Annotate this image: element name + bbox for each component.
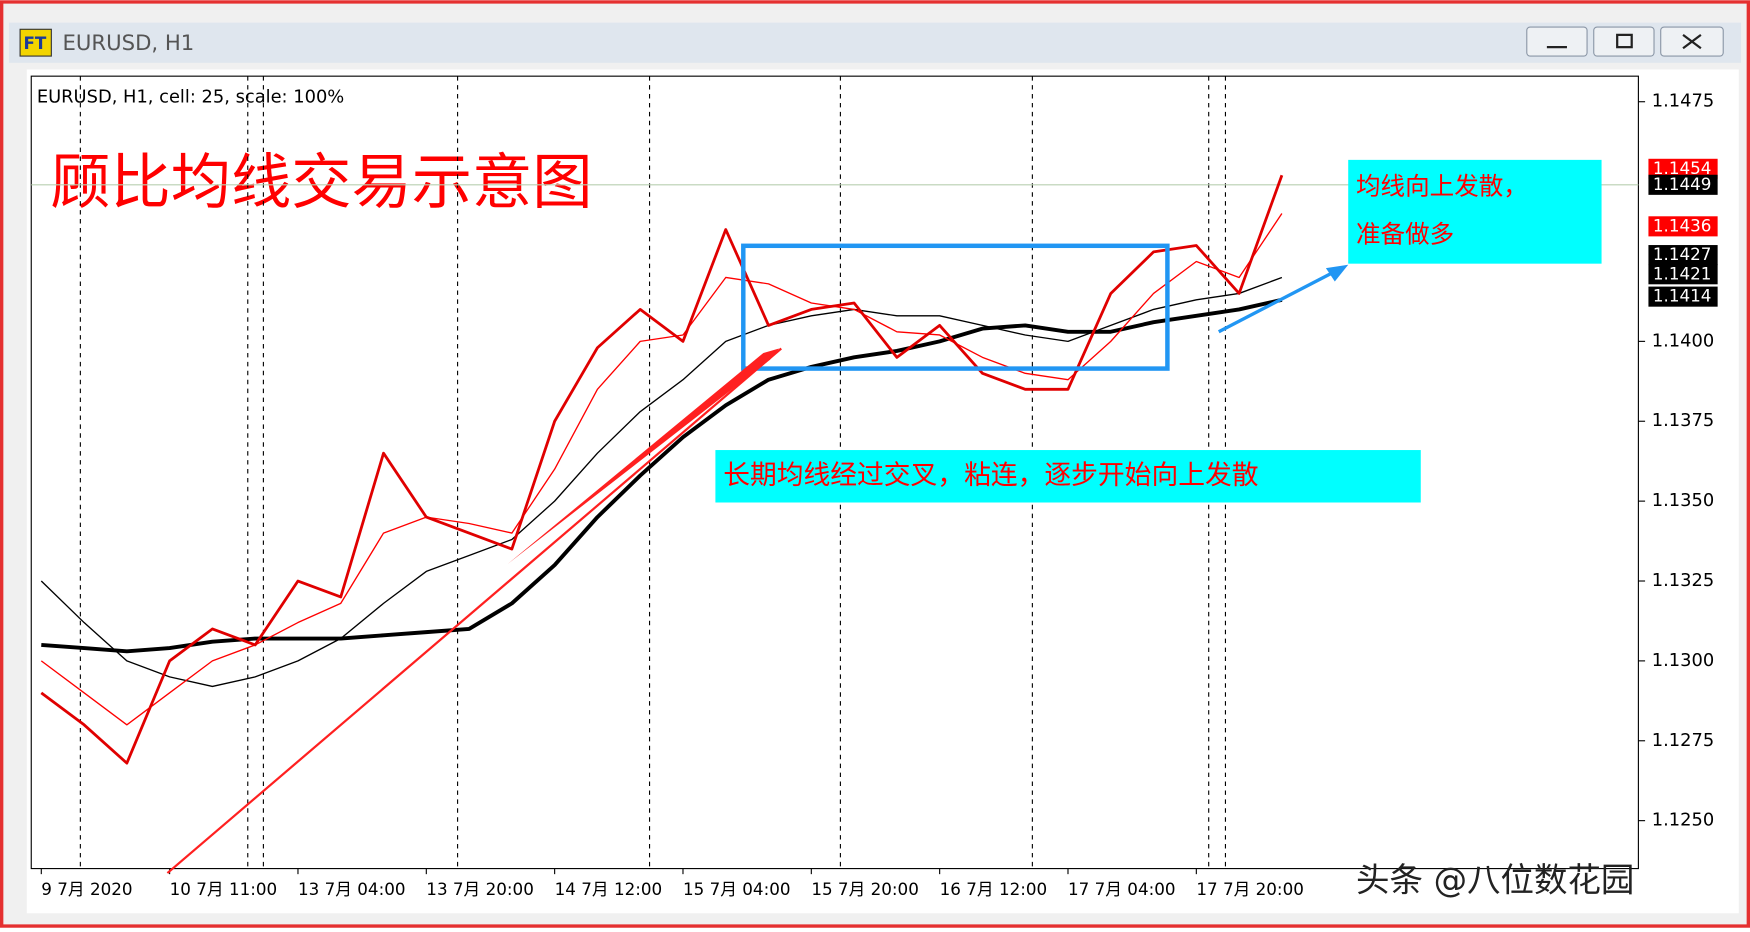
series-line [40,174,1284,765]
trend-line [166,347,782,874]
plot-border [30,75,1639,870]
title-bar [8,22,1742,63]
x-tick-label: 17 7月 04:00 [1068,879,1176,899]
y-tick-label: 1.1300 [1652,650,1714,671]
x-tick-label: 9 7月 2020 [41,879,132,899]
price-label: 1.1414 [1653,286,1712,306]
y-tick-label: 1.1325 [1652,570,1714,591]
x-tick-label: 16 7月 12:00 [940,879,1048,899]
x-tick-label: 15 7月 04:00 [683,879,791,899]
price-label: 1.1436 [1653,215,1712,235]
y-tick-label: 1.1475 [1652,91,1714,112]
x-tick-label: 15 7月 20:00 [811,879,919,899]
y-tick-label: 1.1275 [1652,730,1714,751]
x-tick-label: 14 7月 12:00 [555,879,663,899]
watermark: 头条 @八位数花园 [1356,860,1634,899]
trend-arrow [507,348,780,564]
y-tick-label: 1.1375 [1652,410,1714,431]
minimize-button[interactable] [1526,26,1588,57]
annotation-text: 长期均线经过交叉，粘连，逐步开始向上发散 [723,460,1258,491]
chart-title: 顾比均线交易示意图 [50,148,592,218]
price-label: 1.1449 [1653,174,1712,194]
y-tick-label: 1.1400 [1652,330,1714,351]
highlight-box [741,243,1170,371]
x-tick-label: 17 7月 20:00 [1196,879,1304,899]
price-label-bg [1648,264,1718,285]
price-label: 1.1427 [1653,244,1712,264]
series-line [40,276,1283,688]
annotation-text: 准备做多 [1356,219,1454,248]
chart-header: EURUSD, H1, cell: 25, scale: 100% [37,86,344,107]
price-label: 1.1421 [1653,263,1712,283]
app-icon [19,28,52,57]
price-label-bg [1648,216,1718,237]
maximize-icon [1616,33,1633,49]
x-tick-label: 13 7月 20:00 [426,879,534,899]
price-label: 1.1454 [1653,158,1712,178]
y-tick-label: 1.1250 [1652,810,1714,831]
up-arrow [1217,267,1341,334]
price-label-bg [1648,174,1718,195]
up-arrow-head [1325,264,1349,282]
maximize-button[interactable] [1593,26,1655,57]
x-tick-label: 10 7月 11:00 [170,879,278,899]
price-label-bg [1648,245,1718,266]
annotation-box [715,450,1421,503]
price-label-bg [1648,158,1718,179]
price-label-bg [1648,286,1718,307]
x-tick-label: 13 7月 04:00 [298,879,406,899]
annotation-box [1348,159,1602,264]
app-icon-text: FT [23,33,46,53]
annotation-text: 均线向上发散， [1356,171,1528,200]
series-line [41,297,1283,654]
y-tick-label: 1.1350 [1652,490,1714,511]
window-title: EURUSD, H1 [62,30,194,55]
close-icon [1682,33,1702,50]
